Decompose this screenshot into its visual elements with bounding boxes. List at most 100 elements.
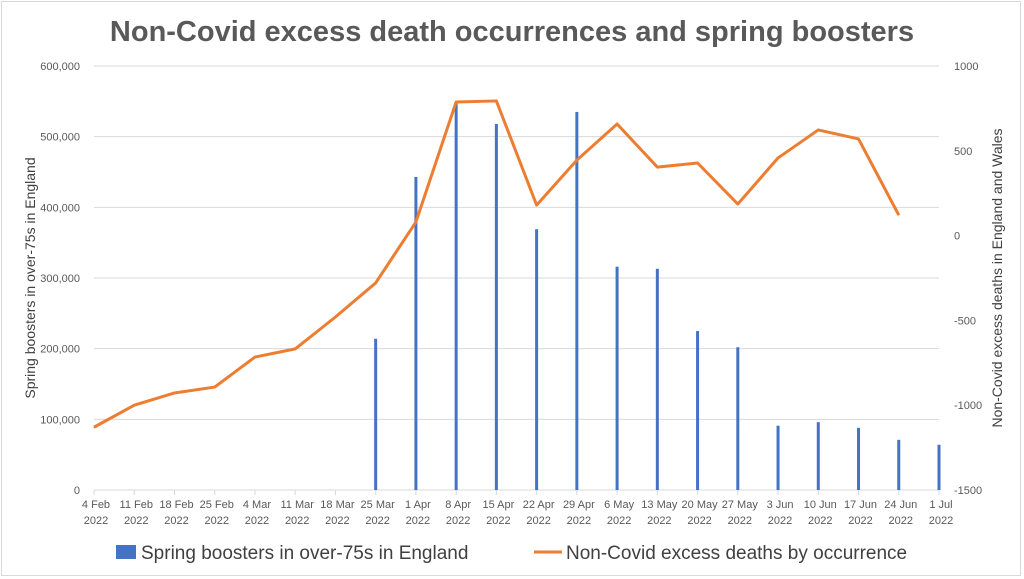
left-tick-label: 500,000: [40, 132, 80, 144]
x-tick-label: 11 Feb: [120, 499, 153, 511]
line-point: [656, 166, 658, 168]
line-point: [495, 100, 497, 102]
right-tick-label: -1500: [954, 485, 982, 497]
legend: Spring boosters in over-75s in England N…: [116, 543, 907, 564]
x-tick-year: 2022: [647, 515, 671, 527]
x-tick-year: 2022: [204, 515, 228, 527]
line-point: [173, 392, 175, 394]
x-tick-year: 2022: [728, 515, 752, 527]
x-tick-label: 18 Feb: [159, 499, 193, 511]
x-tick-label: 22 Apr: [523, 499, 555, 511]
x-tick-label: 6 May: [604, 499, 634, 511]
bar: [414, 176, 418, 491]
x-tick-year: 2022: [365, 515, 389, 527]
bar: [696, 331, 700, 490]
line-point: [214, 386, 216, 388]
line-point: [898, 214, 900, 216]
bar: [535, 229, 539, 491]
x-tick-label: 27 May: [722, 499, 759, 511]
line-point: [254, 356, 256, 358]
bar: [494, 123, 498, 491]
bar: [736, 347, 740, 490]
line-point: [334, 316, 336, 318]
line-point: [294, 348, 296, 350]
x-tick-label: 11 Mar: [280, 499, 314, 511]
x-tick-label: 25 Mar: [361, 499, 396, 511]
gridlines: [94, 65, 939, 491]
x-tick-year: 2022: [607, 515, 631, 527]
x-tick-label: 15 Apr: [482, 499, 514, 511]
left-tick-label: 600,000: [40, 61, 80, 73]
x-tick-year: 2022: [124, 515, 148, 527]
left-tick-label: 0: [74, 485, 80, 497]
x-tick-year: 2022: [84, 515, 108, 527]
bar: [816, 422, 820, 490]
bar: [575, 111, 579, 490]
left-tick-label: 200,000: [40, 344, 80, 356]
left-tick-label: 100,000: [40, 414, 80, 426]
x-tick-label: 3 Jun: [767, 499, 794, 511]
line-point: [616, 123, 618, 125]
x-tick-label: 24 Jun: [884, 499, 917, 511]
x-tick-year: 2022: [325, 515, 349, 527]
right-tick-label: -500: [954, 315, 976, 327]
left-tick-label: 400,000: [40, 202, 80, 214]
x-tick-label: 4 Mar: [243, 499, 271, 511]
line-point: [697, 162, 699, 164]
x-tick-label: 20 May: [682, 499, 719, 511]
x-tick-year: 2022: [567, 515, 591, 527]
x-tick-label: 8 Apr: [445, 499, 471, 511]
legend-label-boosters: Spring boosters in over-75s in England: [141, 543, 468, 564]
x-tick-year: 2022: [929, 515, 953, 527]
x-tick-year: 2022: [245, 515, 269, 527]
right-axis-label: Non-Covid excess deaths in England and W…: [989, 128, 1005, 427]
right-tick-label: 500: [954, 146, 972, 158]
x-tick-year: 2022: [446, 515, 470, 527]
x-tick-label: 10 Jun: [804, 499, 837, 511]
x-tick-label: 17 Jun: [844, 499, 877, 511]
x-tick-label: 1 Jul: [929, 499, 952, 511]
bar: [937, 444, 941, 490]
x-tick-year: 2022: [164, 515, 188, 527]
legend-swatch-boosters: [116, 545, 136, 559]
line-point: [455, 101, 457, 103]
bar: [655, 268, 659, 490]
right-tick-label: 1000: [954, 61, 978, 73]
right-tick-label: 0: [954, 231, 960, 243]
x-tick-year: 2022: [406, 515, 430, 527]
x-tick-year: 2022: [848, 515, 872, 527]
left-tick-label: 300,000: [40, 273, 80, 285]
x-tick-year: 2022: [768, 515, 792, 527]
line-point: [536, 204, 538, 206]
bar: [374, 338, 378, 490]
left-axis-ticks: 0 100,000 200,000 300,000 400,000 500,000 600,…: [40, 61, 80, 497]
line-point: [576, 159, 578, 161]
x-tick-label: 13 May: [641, 499, 678, 511]
line-point: [858, 138, 860, 140]
legend-label-deaths: Non-Covid excess deaths by occurrence: [566, 543, 907, 564]
x-tick-year: 2022: [808, 515, 832, 527]
line-series: [93, 99, 901, 429]
x-tick-year: 2022: [889, 515, 913, 527]
bar: [857, 427, 861, 490]
right-tick-label: -1000: [954, 400, 982, 412]
line-point: [415, 221, 417, 223]
x-tick-label: 18 Mar: [320, 499, 355, 511]
x-tick-label: 29 Apr: [563, 499, 595, 511]
left-axis-label: Spring boosters in over-75s in England: [22, 157, 38, 398]
bar: [615, 266, 619, 490]
chart-title: Non-Covid excess death occurrences and s…: [110, 16, 914, 48]
x-tick-label: 1 Apr: [405, 499, 431, 511]
line-point: [817, 129, 819, 131]
x-tick-label: 25 Feb: [200, 499, 234, 511]
x-axis-ticks: 4 Feb 2022 11 Feb 2022 18 Feb 2022 25 Feb 2022 4…: [82, 490, 953, 527]
bar-series: [374, 102, 941, 491]
x-tick-year: 2022: [285, 515, 309, 527]
line-point: [133, 404, 135, 406]
x-tick-year: 2022: [526, 515, 550, 527]
x-tick-year: 2022: [687, 515, 711, 527]
x-tick-label: 4 Feb: [82, 499, 110, 511]
line-point: [93, 426, 95, 428]
